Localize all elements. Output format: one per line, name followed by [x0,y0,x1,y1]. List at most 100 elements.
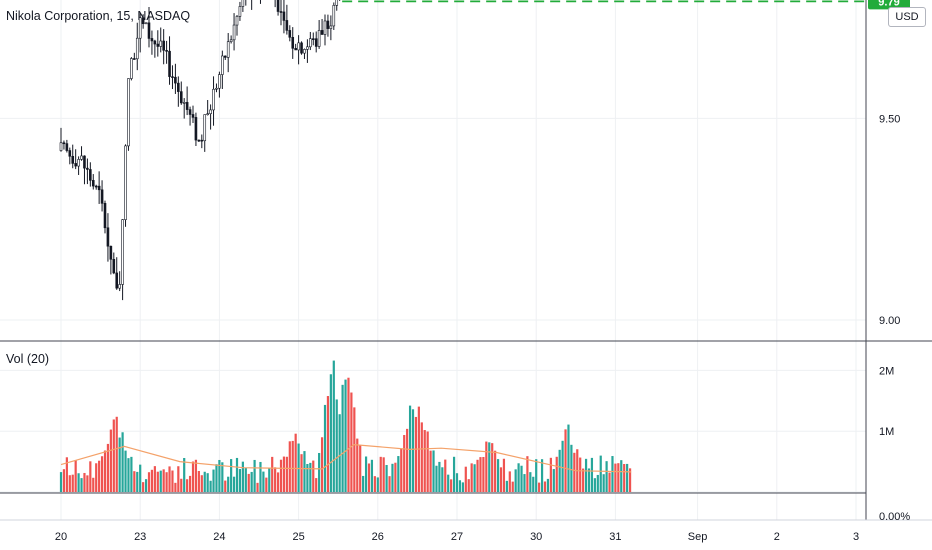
volume-bar [376,477,379,492]
volume-bar [200,475,203,492]
volume-bar [467,479,470,492]
volume-bar [379,456,382,492]
volume-bar [532,476,535,492]
candle-body [182,102,186,104]
volume-bar [235,457,239,492]
volume-bar [461,482,464,492]
axis-labels: 2023242526273031Sep239.009.500.00%1M2M10… [55,113,911,543]
candle-body [150,38,154,42]
volume-bar [479,457,482,492]
volume-bar [608,472,611,492]
candle-body [86,167,89,170]
candle-body [80,155,83,160]
volume-bar [318,452,321,492]
volume-bar [133,471,136,492]
volume-bar [514,469,517,492]
volume-bar [130,456,133,492]
volume-bar [488,442,491,492]
volume-bar [162,469,165,492]
candle-body [171,76,174,78]
volume-ma-line [60,443,632,473]
volume-bar [438,461,441,492]
volume-bar [502,458,506,492]
volume-bar [238,469,242,492]
x-tick-label: 25 [292,531,304,543]
volume-bar [150,469,154,492]
volume-bar [221,462,224,492]
volume-bar [464,466,467,492]
volume-bar [623,464,626,492]
x-tick-label: 27 [451,531,463,543]
volume-bar [144,479,148,492]
x-tick-label: 3 [853,531,859,543]
volume-bar [573,452,576,492]
volume-bar [593,478,596,492]
candle-body [335,0,339,6]
volume-bar [259,461,262,492]
volume-bar [127,458,130,492]
candle-body [229,39,233,43]
volume-bar [71,474,74,492]
volume-bar [455,473,459,492]
volume-bar [587,468,591,492]
candle-body [197,139,201,142]
volume-bar [215,464,218,492]
volume-bar [103,450,107,492]
volume-bar [95,463,98,492]
volume-tick-label: 2M [879,365,894,377]
volume-bar [262,471,265,492]
volume-bar [526,456,529,492]
x-tick-label: Sep [688,531,708,543]
candle-body [168,50,171,77]
volume-bar [582,468,585,492]
volume-bar [291,440,294,492]
candle-body [177,82,180,92]
volume-ma-line [60,443,632,473]
volume-bar [540,459,544,492]
volume-bar [626,463,629,492]
volume-tick-label: 1M [879,426,894,438]
volume-bar [382,457,385,492]
candle-body [212,88,215,111]
candle-body [62,142,66,145]
volume-bar [564,429,567,492]
volume-bar [285,456,288,492]
axes [0,0,932,521]
volume-bar [362,475,365,492]
volume-bar [444,459,447,492]
volume-bar [65,457,68,492]
volume-bar [552,469,555,492]
volume-bar [529,472,532,492]
volume-bar [147,472,151,492]
volume-bar [276,472,280,492]
volume-bar [312,460,315,492]
volume-bar [414,416,418,492]
volume-bar [83,472,86,492]
candle-body [112,258,116,274]
volume-bar [68,475,71,492]
candle-body [221,55,224,75]
volume-bar [391,463,394,492]
volume-bar [159,470,162,492]
candle-body [89,169,92,181]
volume-bar [309,462,312,492]
currency-selector[interactable]: USD [888,7,926,27]
volume-bar [535,459,538,492]
volume-bar [353,407,356,492]
volume-bar [74,460,77,492]
volume-bar [177,466,180,492]
candle-body [320,30,324,35]
volume-bar [171,470,174,492]
volume-bar [356,438,359,492]
volume-bar [599,455,602,492]
candle-body [74,163,77,167]
volume-bar [183,457,186,492]
candle-body [156,43,160,47]
volume-bar [86,475,89,492]
volume-bar [432,450,435,492]
volume-bar [168,466,171,492]
volume-bar [344,379,347,492]
candle-body [235,16,239,26]
volume-bar [323,404,327,492]
